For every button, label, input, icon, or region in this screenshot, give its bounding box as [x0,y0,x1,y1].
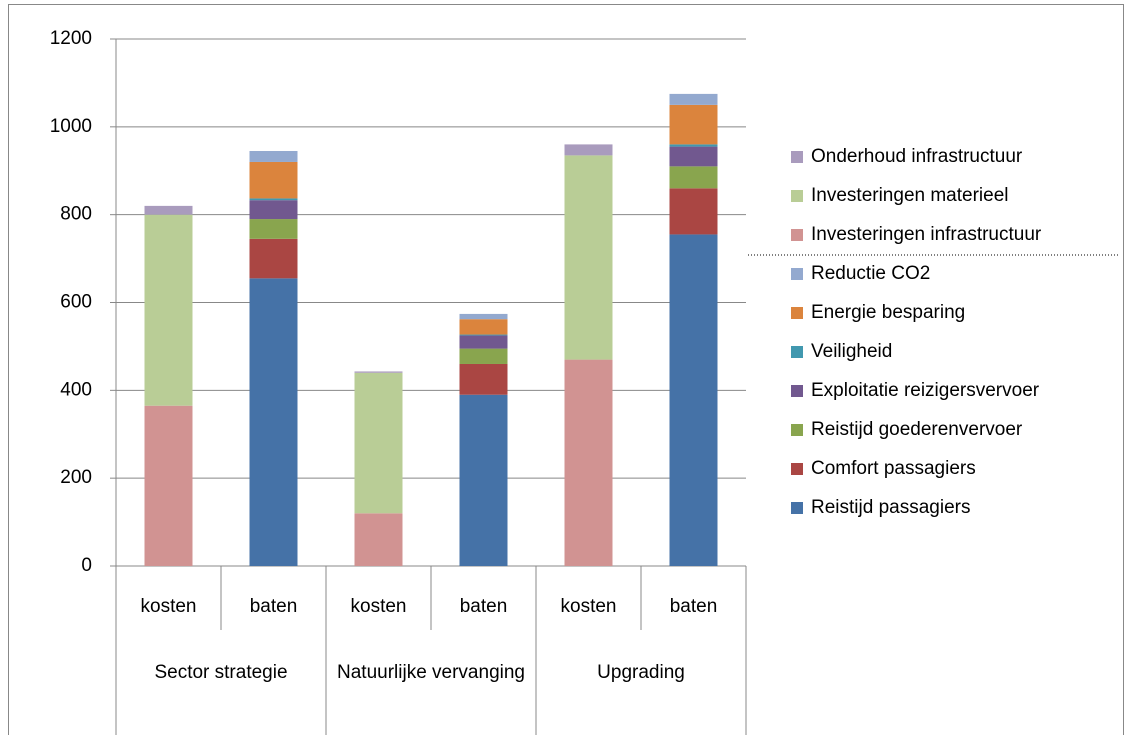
x-tick-label: kosten [561,596,617,617]
legend-label: Reistijd passagiers [811,497,970,518]
y-tick-label: 1000 [50,116,92,137]
bar-segment [459,313,508,320]
group-label: Upgrading [597,662,685,683]
legend-label: Veiligheid [811,341,892,362]
legend-swatch [791,151,803,163]
bar-segment [249,198,298,201]
bar-segment [249,278,298,566]
bar-segment [144,214,193,406]
bar-segment [564,144,613,156]
legend-label: Energie besparing [811,302,965,323]
bar-segment [669,234,718,566]
bar-segment [249,219,298,239]
bar-segment [459,394,508,566]
legend-swatch [791,268,803,280]
x-tick-label: kosten [351,596,407,617]
y-tick-label: 800 [60,204,92,225]
x-tick-label: baten [250,596,298,617]
legend-label: Investeringen infrastructuur [811,224,1042,245]
x-tick-label: kosten [141,596,197,617]
bar-segment [669,104,718,145]
bar-segment [669,144,718,147]
bar-segment [459,335,508,349]
bar-segment [249,161,298,199]
legend-swatch [791,424,803,436]
legend-label: Reistijd goederenvervoer [811,419,1023,440]
y-tick-label: 0 [81,555,92,576]
legend-label: Comfort passagiers [811,458,976,479]
y-tick-label: 200 [60,467,92,488]
bar-segment [249,150,298,162]
legend-swatch [791,502,803,514]
bar-segment [564,359,613,566]
bar-segment [669,93,718,105]
x-tick-label: baten [460,596,508,617]
frame [8,4,1124,735]
bar-segment [354,371,403,373]
legend-swatch [791,307,803,319]
bar-segment [564,155,613,360]
y-tick-label: 400 [60,379,92,400]
bar-segment [459,348,508,364]
bar-segment [459,363,508,395]
y-tick-label: 1200 [50,28,92,49]
bar-segment [459,319,508,335]
legend-swatch [791,463,803,475]
legend-swatch [791,229,803,241]
legend-label: Onderhoud infrastructuur [811,146,1023,167]
group-label: Sector strategie [154,662,288,683]
group-label: Natuurlijke vervanging [337,662,525,683]
y-tick-label: 600 [60,292,92,313]
bar-segment [459,334,508,336]
legend-label: Investeringen materieel [811,185,1009,206]
bar-segment [144,205,193,215]
bar-segment [669,146,718,167]
legend-swatch [791,190,803,202]
legend-swatch [791,346,803,358]
legend-label: Exploitatie reizigersvervoer [811,380,1040,401]
legend-label: Reductie CO2 [811,263,930,284]
bar-segment [354,513,403,566]
legend-swatch [791,385,803,397]
bar-segment [354,372,403,514]
x-tick-label: baten [670,596,718,617]
bar-segment [669,188,718,235]
bar-segment [249,238,298,279]
bar-segment [249,200,298,220]
bar-segment [669,166,718,189]
bar-segment [144,405,193,566]
